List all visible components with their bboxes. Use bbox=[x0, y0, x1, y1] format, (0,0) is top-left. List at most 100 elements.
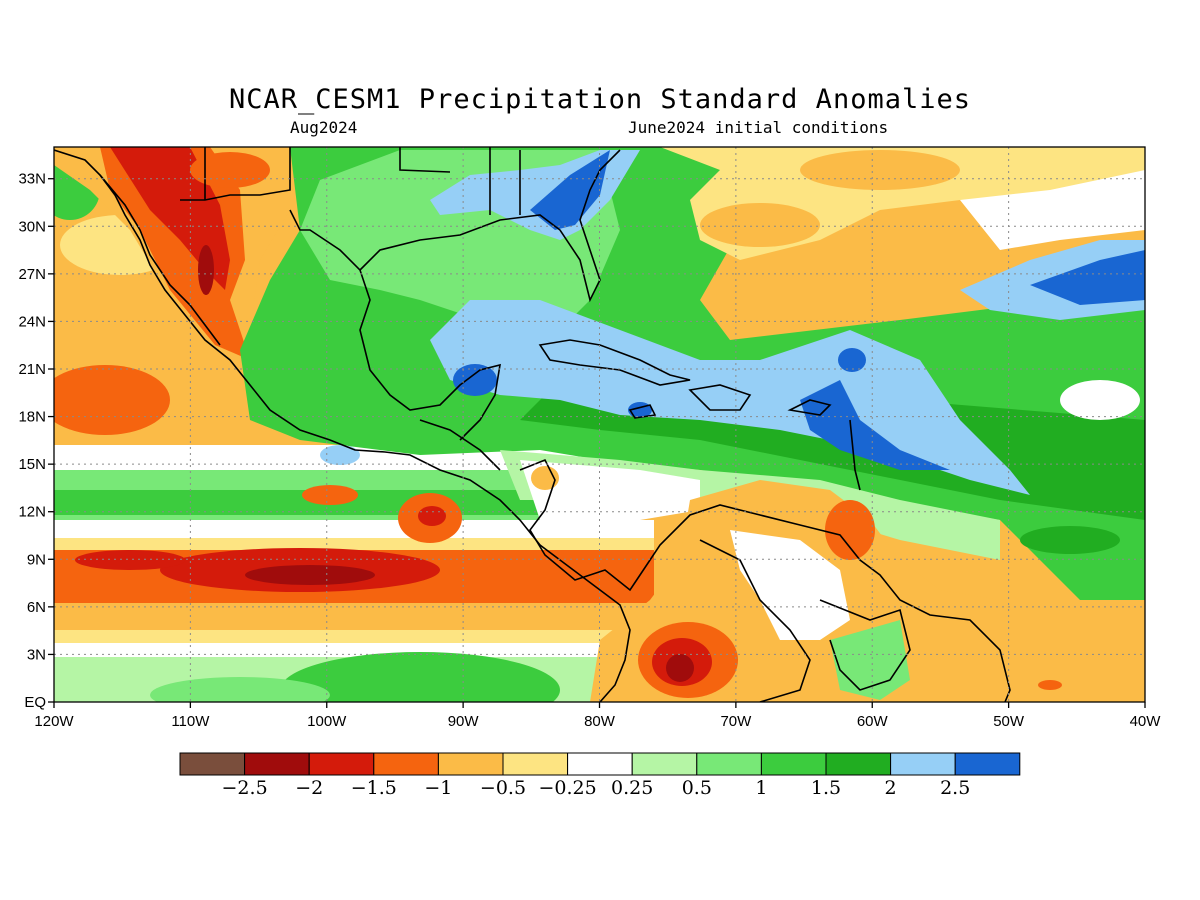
gulf-coast-us bbox=[359, 149, 621, 303]
y-tick-label: 24N bbox=[18, 313, 46, 330]
x-tick-label: 40W bbox=[1130, 713, 1162, 730]
colombia-border bbox=[699, 539, 811, 702]
chart-title: NCAR_CESM1 Precipitation Standard Anomal… bbox=[229, 84, 971, 115]
anomaly-region bbox=[1060, 380, 1140, 420]
x-axis-ticks: 120W 110W 100W 90W 80W 70W 60W 50W 40W bbox=[34, 702, 1161, 730]
x-tick-label: 70W bbox=[720, 713, 752, 730]
colorbar-swatch bbox=[373, 752, 439, 776]
anomaly-region bbox=[453, 364, 497, 396]
colorbar: −2.5 −2 −1.5 −1 −0.5 −0.25 0.25 0.5 1 1.5 2 2.5 bbox=[179, 752, 1021, 799]
anomaly-region bbox=[150, 677, 330, 702]
colorbar-swatch bbox=[308, 752, 375, 776]
x-tick-label: 120W bbox=[34, 713, 74, 730]
anomaly-region bbox=[838, 348, 866, 372]
anomaly-region bbox=[800, 150, 960, 190]
anomaly-region bbox=[54, 630, 654, 645]
colorbar-swatch bbox=[890, 752, 956, 776]
coastlines bbox=[54, 147, 1011, 702]
anomaly-region bbox=[54, 603, 654, 633]
colorbar-swatch bbox=[437, 752, 504, 776]
anomaly-region bbox=[730, 530, 850, 640]
colorbar-swatch bbox=[244, 752, 310, 776]
y-tick-label: 18N bbox=[18, 409, 46, 426]
anomaly-region bbox=[700, 203, 820, 247]
colorbar-label: −2 bbox=[295, 777, 323, 799]
state-borders bbox=[204, 147, 521, 215]
us-mexico-border bbox=[180, 147, 291, 201]
anomaly-region bbox=[531, 466, 559, 490]
y-axis-ticks: EQ 3N 6N 9N 12N 15N 18N 21N 24N 27N 30N 33N bbox=[18, 171, 54, 711]
anomaly-region bbox=[1030, 250, 1145, 305]
anomaly-region bbox=[302, 485, 358, 505]
x-tick-label: 80W bbox=[584, 713, 616, 730]
colorbar-label: −0.5 bbox=[480, 777, 526, 799]
colorbar-swatch bbox=[760, 752, 827, 776]
colorbar-label: −1.5 bbox=[351, 777, 397, 799]
colorbar-label: −2.5 bbox=[222, 777, 268, 799]
central-america-borders bbox=[419, 419, 501, 471]
colorbar-swatch bbox=[567, 752, 633, 776]
colorbar-label: 1 bbox=[755, 777, 767, 799]
x-tick-label: 50W bbox=[993, 713, 1025, 730]
anomaly-region bbox=[245, 565, 375, 585]
colorbar-label: 0.5 bbox=[682, 777, 712, 799]
x-tick-label: 90W bbox=[448, 713, 480, 730]
x-tick-label: 100W bbox=[307, 713, 347, 730]
forecast-month: Aug2024 bbox=[290, 118, 358, 137]
colorbar-label: −1 bbox=[424, 777, 452, 799]
anomaly-region bbox=[320, 445, 360, 465]
x-tick-label: 110W bbox=[171, 713, 210, 730]
colorbar-swatch bbox=[502, 752, 569, 776]
y-tick-label: 15N bbox=[18, 456, 46, 473]
anomaly-field bbox=[54, 147, 1145, 702]
colorbar-label: 0.25 bbox=[611, 777, 653, 799]
pacific-coast bbox=[54, 149, 631, 702]
colorbar-swatch bbox=[696, 752, 762, 776]
y-tick-label: 33N bbox=[18, 171, 46, 188]
y-tick-label: 27N bbox=[18, 266, 46, 283]
y-tick-label: 3N bbox=[27, 646, 46, 663]
gulf-coast-mexico bbox=[289, 209, 501, 441]
initial-conditions: June2024 initial conditions bbox=[628, 118, 889, 137]
lesser-antilles bbox=[787, 399, 861, 491]
anomaly-region bbox=[1038, 680, 1062, 690]
anomaly-region bbox=[800, 380, 950, 470]
anomaly-region bbox=[75, 550, 185, 570]
cuba bbox=[538, 339, 691, 386]
colorbar-swatch bbox=[631, 752, 698, 776]
anomaly-region bbox=[418, 506, 446, 526]
y-tick-label: 6N bbox=[27, 599, 46, 616]
anomaly-region bbox=[190, 152, 270, 188]
gridlines bbox=[54, 147, 1145, 702]
x-tick-label: 60W bbox=[857, 713, 889, 730]
anomaly-region bbox=[54, 365, 170, 435]
anomaly-region bbox=[825, 500, 875, 560]
colorbar-label: 2 bbox=[885, 777, 897, 799]
colorbar-swatch bbox=[179, 752, 246, 776]
anomaly-region bbox=[54, 643, 614, 659]
south-america-coast bbox=[519, 458, 1011, 702]
y-tick-label: 30N bbox=[18, 218, 46, 235]
anomaly-region bbox=[54, 520, 654, 542]
colorbar-swatch bbox=[954, 752, 1021, 776]
colorbar-label: 2.5 bbox=[940, 777, 970, 799]
y-tick-label: 21N bbox=[18, 361, 46, 378]
anomaly-region bbox=[520, 460, 700, 530]
anomaly-region bbox=[280, 652, 560, 702]
y-tick-label: 9N bbox=[27, 551, 46, 568]
colorbar-label: 1.5 bbox=[811, 777, 841, 799]
anomaly-region bbox=[666, 654, 694, 682]
hispaniola bbox=[688, 384, 752, 411]
colorbar-label: −0.25 bbox=[538, 777, 596, 799]
anomaly-region bbox=[530, 150, 610, 230]
anomaly-region bbox=[1020, 526, 1120, 554]
baja-california bbox=[99, 174, 221, 346]
colorbar-swatch bbox=[825, 752, 892, 776]
jamaica bbox=[628, 404, 657, 419]
y-tick-label: 12N bbox=[18, 504, 46, 521]
anomaly-region bbox=[960, 170, 1145, 250]
y-tick-label: EQ bbox=[24, 694, 46, 711]
venezuela-border bbox=[819, 599, 911, 691]
anomaly-region bbox=[198, 245, 214, 295]
